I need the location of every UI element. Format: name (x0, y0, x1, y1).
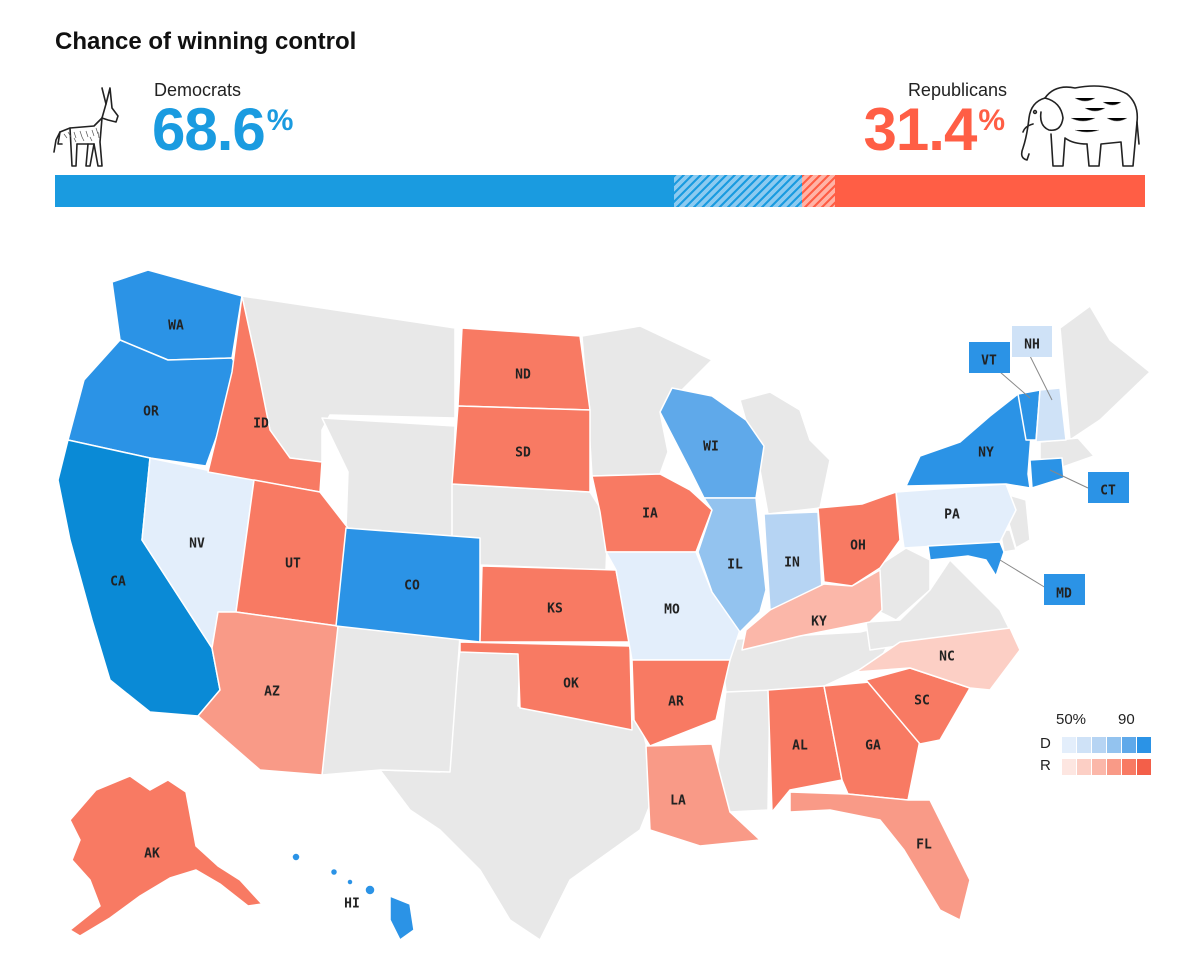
probability-bar-dem-lean (674, 175, 802, 207)
democrats-chance: 68.6 % (152, 100, 293, 160)
state-md (927, 541, 1005, 577)
state-az (197, 611, 339, 776)
state-mo (605, 551, 741, 661)
democrats-label: Democrats (154, 80, 242, 100)
state-label-nh: NH (1024, 338, 1040, 353)
state-label-fl: FL (916, 838, 932, 853)
state-nc (855, 627, 1021, 691)
state-la (645, 743, 761, 847)
state-label-az: AZ (264, 685, 280, 700)
state-label-md: MD (1056, 587, 1072, 602)
state-fl (789, 791, 971, 921)
state-label-sd: SD (515, 446, 531, 461)
state-label-nv: NV (189, 537, 205, 552)
legend-swatch-rep-3 (1107, 759, 1121, 775)
legend-high-label: 90 (1118, 711, 1135, 728)
state-label-ga: GA (865, 739, 881, 754)
state-or (67, 339, 241, 467)
legend-swatch-dem-3 (1107, 737, 1121, 753)
state-label-ar: AR (668, 695, 684, 710)
elephant-icon (1015, 78, 1145, 178)
state-label-nd: ND (515, 368, 531, 383)
democrats-percent-value: 68.6 (152, 96, 266, 163)
legend-swatch-dem-2 (1092, 737, 1106, 753)
probability-bar-rep-lean (802, 175, 835, 207)
legend-swatch-rep-1 (1077, 759, 1091, 775)
legend-rep-row-label: R (1040, 757, 1051, 774)
state-ak (69, 775, 263, 937)
state-al (767, 685, 843, 813)
probability-bar (55, 175, 1145, 207)
chart-title: Chance of winning control (55, 28, 357, 55)
state-label-hi: HI (344, 897, 360, 912)
legend-swatch-rep-5 (1137, 759, 1151, 775)
state-label-ks: KS (547, 602, 563, 617)
state-id (207, 295, 323, 493)
state-label-ia: IA (642, 507, 658, 522)
state-label-in: IN (784, 556, 800, 571)
state-label-oh: OH (850, 539, 866, 554)
state-label-mo: MO (664, 603, 680, 618)
state-nh (1035, 387, 1067, 443)
state-ar (631, 659, 731, 747)
state-ia (591, 473, 713, 553)
donkey-icon (50, 82, 122, 177)
state-il (697, 497, 767, 633)
state-label-ca: CA (110, 575, 126, 590)
state-label-ky: KY (811, 615, 827, 630)
state-label-id: ID (253, 417, 269, 432)
legend-swatch-dem-4 (1122, 737, 1136, 753)
state-nm (321, 625, 461, 776)
state-label-ut: UT (285, 557, 301, 572)
state-sc (865, 667, 971, 745)
state-label-nc: NC (939, 650, 955, 665)
state-label-or: OR (143, 405, 159, 420)
state-label-ok: OK (563, 677, 579, 692)
legend-swatch-dem-1 (1077, 737, 1091, 753)
state-label-la: LA (670, 794, 686, 809)
state-ct (1029, 457, 1065, 489)
state-label-wa: WA (168, 319, 184, 334)
state-mi (739, 391, 831, 515)
legend-swatch-rep-0 (1062, 759, 1076, 775)
state-sd (451, 405, 591, 493)
state-label-vt: VT (981, 354, 997, 369)
republicans-percent-value: 31.4 (863, 96, 978, 163)
republicans-percent-sign: % (978, 104, 1005, 137)
democrats-percent-sign: % (266, 104, 294, 137)
probability-bar-dem-solid (55, 175, 674, 207)
state-label-co: CO (404, 579, 420, 594)
state-label-ak: AK (144, 847, 160, 862)
state-label-sc: SC (914, 694, 930, 709)
state-me (1059, 305, 1151, 441)
state-ok (459, 641, 633, 731)
state-ny (905, 393, 1035, 489)
legend-low-label: 50% (1056, 711, 1086, 728)
legend-swatch-dem-5 (1137, 737, 1151, 753)
state-label-ct: CT (1100, 484, 1116, 499)
legend-swatch-rep-2 (1092, 759, 1106, 775)
legend-dem-row-label: D (1040, 735, 1051, 752)
state-label-wi: WI (703, 440, 719, 455)
state-hi (291, 852, 415, 941)
legend: 50% 90 D R (1040, 711, 1151, 775)
state-oh (817, 491, 901, 587)
label-box-vt (969, 342, 1010, 373)
legend-swatch-rep-4 (1122, 759, 1136, 775)
republicans-label: Republicans (907, 80, 1007, 100)
state-label-il: IL (727, 558, 743, 573)
state-label-al: AL (792, 739, 808, 754)
republicans-chance: 31.4 % (864, 100, 1005, 160)
probability-bar-rep-solid (835, 175, 1145, 207)
state-label-pa: PA (944, 508, 960, 523)
state-ut (235, 479, 349, 627)
state-label-ny: NY (978, 446, 994, 461)
label-box-md (1044, 574, 1085, 605)
label-box-nh (1012, 326, 1052, 357)
state-ky (741, 569, 883, 651)
label-box-ct (1088, 472, 1129, 503)
legend-swatch-dem-0 (1062, 737, 1076, 753)
